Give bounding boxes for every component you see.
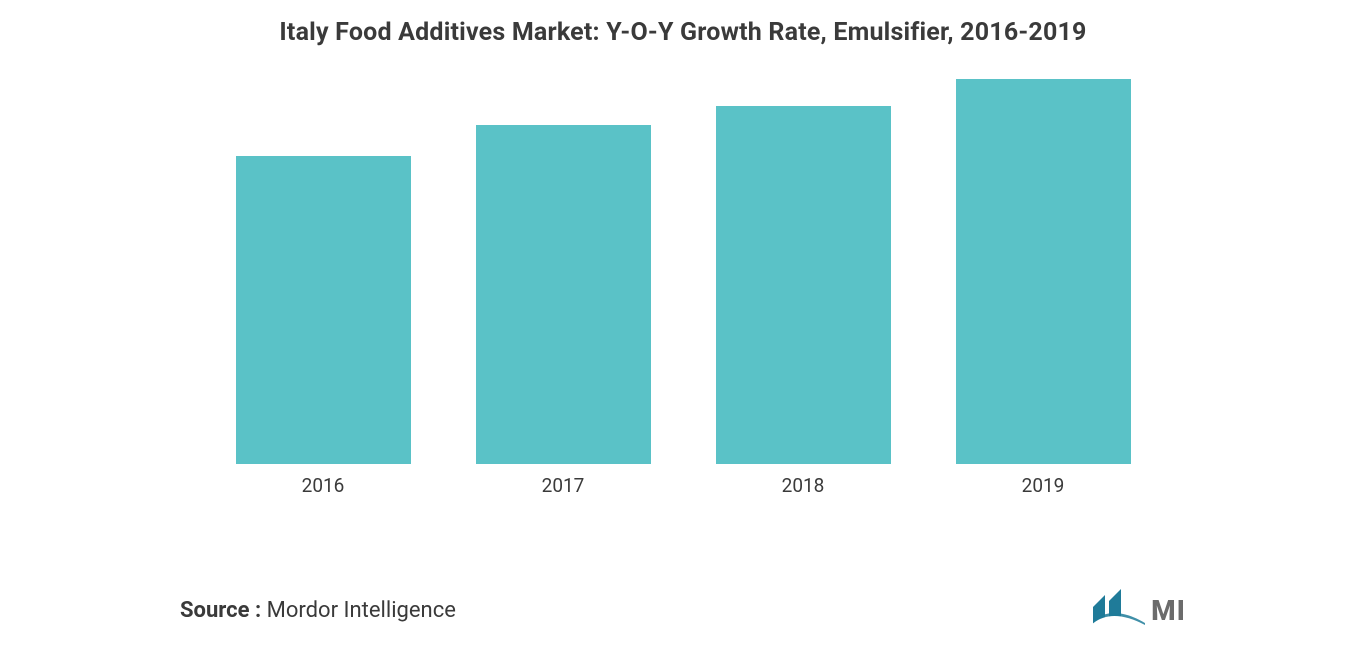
brand-logo: MI [1093, 589, 1186, 631]
bar-2017 [476, 125, 651, 464]
x-label: 2017 [443, 464, 683, 504]
x-axis-labels: 2016 2017 2018 2019 [203, 464, 1163, 504]
x-label: 2019 [923, 464, 1163, 504]
bar-slot [923, 79, 1163, 464]
bar-2019 [956, 79, 1131, 464]
bar-chart: 2016 2017 2018 2019 [203, 79, 1163, 504]
bar-slot [683, 79, 923, 464]
bar-slot [443, 79, 683, 464]
source-text: Mordor Intelligence [267, 598, 456, 623]
logo-mark-icon [1093, 589, 1145, 631]
bar-slot [203, 79, 443, 464]
bars-container [203, 79, 1163, 464]
x-label: 2016 [203, 464, 443, 504]
chart-title: Italy Food Additives Market: Y-O-Y Growt… [40, 18, 1326, 47]
logo-text: MI [1151, 594, 1186, 627]
source-label: Source : [180, 598, 261, 623]
source-line: Source : Mordor Intelligence [180, 598, 456, 623]
bar-2016 [236, 156, 411, 464]
x-label: 2018 [683, 464, 923, 504]
footer: Source : Mordor Intelligence MI [0, 589, 1366, 631]
bar-2018 [716, 106, 891, 464]
